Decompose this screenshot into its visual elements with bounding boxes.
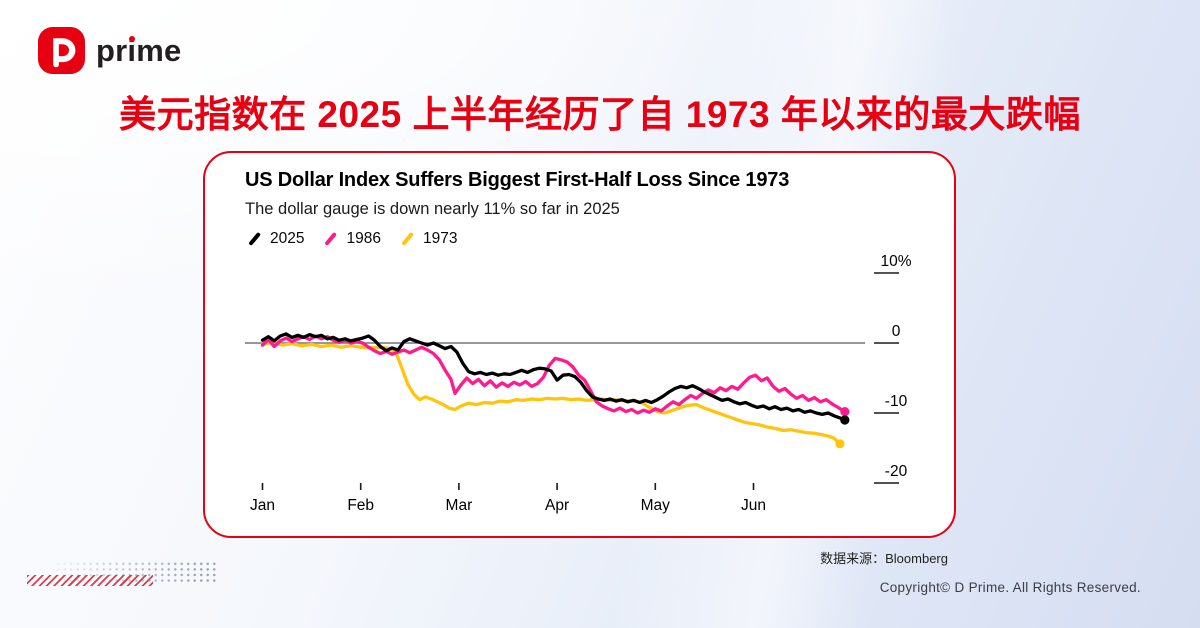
chart-card: 10% 0 -10 -20 Jan Feb Mar Apr May Jun US Dollar I…	[203, 151, 956, 538]
dollar-index-chart: 10% 0 -10 -20 Jan Feb Mar Apr May Jun	[245, 253, 912, 514]
page-title: 美元指数在 2025 上半年经历了自 1973 年以来的最大跌幅	[119, 94, 1081, 135]
y-axis-label: -20	[885, 463, 908, 480]
x-axis-label: Jan	[250, 497, 275, 514]
data-source-note: 数据来源：Bloomberg	[820, 551, 948, 566]
x-axis-label: Feb	[347, 497, 374, 514]
legend-label-1973: 1973	[422, 230, 458, 247]
x-axis-label: Jun	[741, 497, 766, 514]
chart-title: US Dollar Index Suffers Biggest First-Ha…	[245, 169, 790, 191]
legend-marker-1973	[401, 232, 414, 246]
series-line-1973	[260, 340, 842, 446]
logo-i-dot	[129, 35, 135, 42]
legend-item-2025: 2025	[247, 230, 304, 248]
legend-label-1986: 1986	[346, 230, 381, 247]
x-axis-label: May	[641, 497, 671, 514]
series-end-dot-1973	[835, 439, 845, 449]
y-axis-label: 0	[892, 323, 901, 340]
legend-marker-2025	[248, 232, 261, 246]
series-end-dot-1986	[840, 407, 850, 417]
legend-marker-1986	[324, 232, 338, 246]
series-line-1986	[260, 334, 847, 415]
y-axis-label: 10%	[880, 253, 911, 270]
y-axis-label: -10	[885, 393, 908, 410]
legend-item-1973: 1973	[400, 230, 457, 248]
legend-label-2025: 2025	[270, 230, 305, 247]
dprime-logo-icon	[38, 27, 85, 74]
series-line-2025	[260, 332, 847, 422]
brand-wordmark: prime	[96, 32, 182, 68]
series-end-dot-2025	[840, 415, 850, 425]
brand-logo: prime	[38, 27, 181, 74]
chart-legend: 2025 1986 1973	[247, 229, 476, 249]
red-hatch-decoration	[27, 575, 153, 586]
legend-item-1986: 1986	[323, 230, 381, 248]
chart-subtitle: The dollar gauge is down nearly 11% so f…	[245, 200, 620, 218]
x-axis-label: Mar	[446, 497, 473, 514]
x-axis-label: Apr	[545, 497, 569, 514]
copyright-text: Copyright© D Prime. All Rights Reserved.	[879, 580, 1141, 595]
